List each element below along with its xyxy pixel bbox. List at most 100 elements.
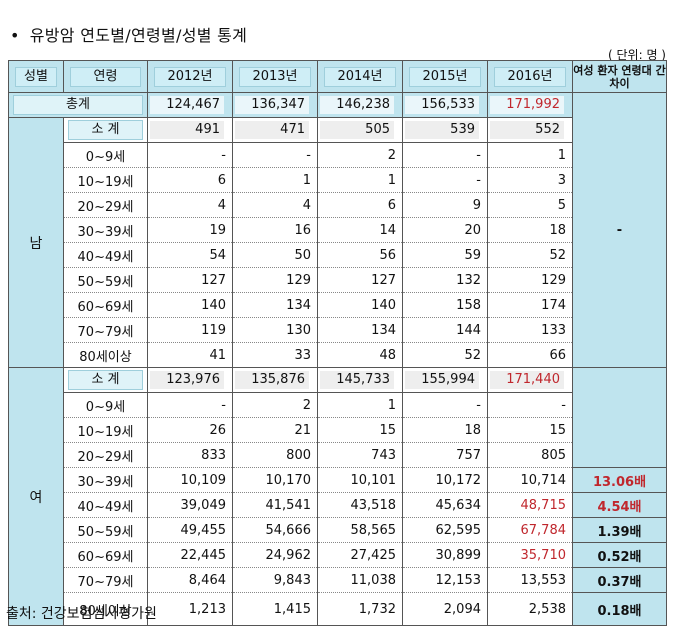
value-cell: 19 bbox=[147, 217, 233, 243]
total-value-text: 171,992 bbox=[490, 96, 564, 114]
age-label: 30~39세 bbox=[63, 467, 148, 493]
total-value-text: 136,347 bbox=[235, 96, 309, 114]
total-value-text: 156,533 bbox=[405, 96, 479, 114]
value-cell: - bbox=[487, 392, 573, 418]
value-cell: 14 bbox=[317, 217, 403, 243]
value-cell-text: 539 bbox=[405, 121, 479, 139]
value-cell-text: 505 bbox=[320, 121, 394, 139]
title-text: 유방암 연도별/연령별/성별 통계 bbox=[29, 26, 248, 45]
total-row: 총계 124,467 136,347 146,238 156,533 171,992- bbox=[8, 92, 667, 368]
age-label: 20~29세 bbox=[63, 192, 148, 218]
value-cell: 24,962 bbox=[232, 542, 318, 568]
table-row: 30~39세 19 16 14 20 18 bbox=[9, 217, 667, 243]
value-cell: 2 bbox=[317, 142, 403, 168]
value-cell: 9,843 bbox=[232, 567, 318, 593]
header-year-2015: 2015년 bbox=[402, 60, 488, 93]
header-year-2014: 2014년 bbox=[317, 60, 403, 93]
value-cell: 133 bbox=[487, 317, 573, 343]
value-cell: 41,541 bbox=[232, 492, 318, 518]
value-cell: 59 bbox=[402, 242, 488, 268]
total-value: 136,347 bbox=[232, 92, 318, 118]
value-cell: 10,170 bbox=[232, 467, 318, 493]
value-cell: 174 bbox=[487, 292, 573, 318]
header-row: 성별 연령 2012년 2013년 2014년 2015년 2016년 여성 환… bbox=[8, 60, 667, 93]
age-label: 10~19세 bbox=[63, 417, 148, 443]
age-label-text: 소 계 bbox=[68, 120, 143, 140]
table-row: 80세이상 41 33 48 52 66 bbox=[9, 342, 667, 368]
table-row: 50~59세 49,455 54,666 58,565 62,595 67,784 1.39… bbox=[9, 517, 667, 543]
value-cell: 757 bbox=[402, 442, 488, 468]
value-cell: 22,445 bbox=[147, 542, 233, 568]
diff-blank bbox=[572, 367, 667, 468]
value-cell: 539 bbox=[402, 117, 488, 143]
value-cell-text: 171,440 bbox=[490, 371, 564, 389]
value-cell-text: 123,976 bbox=[150, 371, 224, 389]
value-cell: 56 bbox=[317, 242, 403, 268]
value-cell: - bbox=[147, 392, 233, 418]
total-value: 171,992 bbox=[487, 92, 573, 118]
age-label: 10~19세 bbox=[63, 167, 148, 193]
page-title: • 유방암 연도별/연령별/성별 통계 bbox=[10, 22, 247, 46]
value-cell: 140 bbox=[317, 292, 403, 318]
value-cell: 127 bbox=[317, 267, 403, 293]
value-cell: 50 bbox=[232, 242, 318, 268]
value-cell-text: 471 bbox=[235, 121, 309, 139]
value-cell: 155,994 bbox=[402, 367, 488, 393]
value-cell: 35,710 bbox=[487, 542, 573, 568]
table-row: 70~79세 119 130 134 144 133 bbox=[9, 317, 667, 343]
value-cell: 10,101 bbox=[317, 467, 403, 493]
value-cell: 129 bbox=[487, 267, 573, 293]
value-cell: 800 bbox=[232, 442, 318, 468]
value-cell: 2,538 bbox=[487, 592, 573, 626]
value-cell: - bbox=[402, 142, 488, 168]
table-row: 20~29세 833 800 743 757 805 bbox=[9, 442, 667, 468]
sex-male: 남 bbox=[8, 117, 64, 368]
value-cell: 11,038 bbox=[317, 567, 403, 593]
header-diff: 여성 환자 연령대 간 차이 bbox=[572, 60, 667, 93]
value-cell: 12,153 bbox=[402, 567, 488, 593]
value-cell: - bbox=[402, 392, 488, 418]
value-cell: 62,595 bbox=[402, 517, 488, 543]
value-cell: 16 bbox=[232, 217, 318, 243]
value-cell: 10,109 bbox=[147, 467, 233, 493]
table-row: 40~49세 54 50 56 59 52 bbox=[9, 242, 667, 268]
age-label: 80세이상 bbox=[63, 592, 148, 626]
age-label: 70~79세 bbox=[63, 567, 148, 593]
table-row: 70~79세 8,464 9,843 11,038 12,153 13,553 0.37배 bbox=[9, 567, 667, 593]
value-cell: 27,425 bbox=[317, 542, 403, 568]
value-cell: 552 bbox=[487, 117, 573, 143]
unit-label: ( 단위: 명 ) bbox=[608, 48, 666, 62]
total-label: 총계 bbox=[8, 92, 148, 118]
value-cell: 805 bbox=[487, 442, 573, 468]
table-row: 60~69세 140 134 140 158 174 bbox=[9, 292, 667, 318]
value-cell: 6 bbox=[147, 167, 233, 193]
value-cell: 1 bbox=[487, 142, 573, 168]
table-row: 10~19세 6 1 1-3 bbox=[9, 167, 667, 193]
age-label: 0~9세 bbox=[63, 392, 148, 418]
value-cell: 9 bbox=[402, 192, 488, 218]
value-cell: 129 bbox=[232, 267, 318, 293]
header-year-2013: 2013년 bbox=[232, 60, 318, 93]
value-cell: 18 bbox=[402, 417, 488, 443]
value-cell: 54 bbox=[147, 242, 233, 268]
value-cell: 18 bbox=[487, 217, 573, 243]
value-cell: 4 bbox=[147, 192, 233, 218]
statistics-table: 성별 연령 2012년 2013년 2014년 2015년 2016년 여성 환… bbox=[8, 60, 667, 626]
table-row: 10~19세 26 21 15 18 15 bbox=[9, 417, 667, 443]
value-cell: 48 bbox=[317, 342, 403, 368]
value-cell-text: 491 bbox=[150, 121, 224, 139]
value-cell: 39,049 bbox=[147, 492, 233, 518]
table-row: 40~49세 39,049 41,541 43,518 45,634 48,715 4.54… bbox=[9, 492, 667, 518]
value-cell: - bbox=[402, 167, 488, 193]
age-label: 70~79세 bbox=[63, 317, 148, 343]
sex-female: 여 bbox=[8, 367, 64, 626]
value-cell: 171,440 bbox=[487, 367, 573, 393]
total-value: 156,533 bbox=[402, 92, 488, 118]
value-cell: 743 bbox=[317, 442, 403, 468]
value-cell: 8,464 bbox=[147, 567, 233, 593]
value-cell: 30,899 bbox=[402, 542, 488, 568]
value-cell: 49,455 bbox=[147, 517, 233, 543]
value-cell: 505 bbox=[317, 117, 403, 143]
